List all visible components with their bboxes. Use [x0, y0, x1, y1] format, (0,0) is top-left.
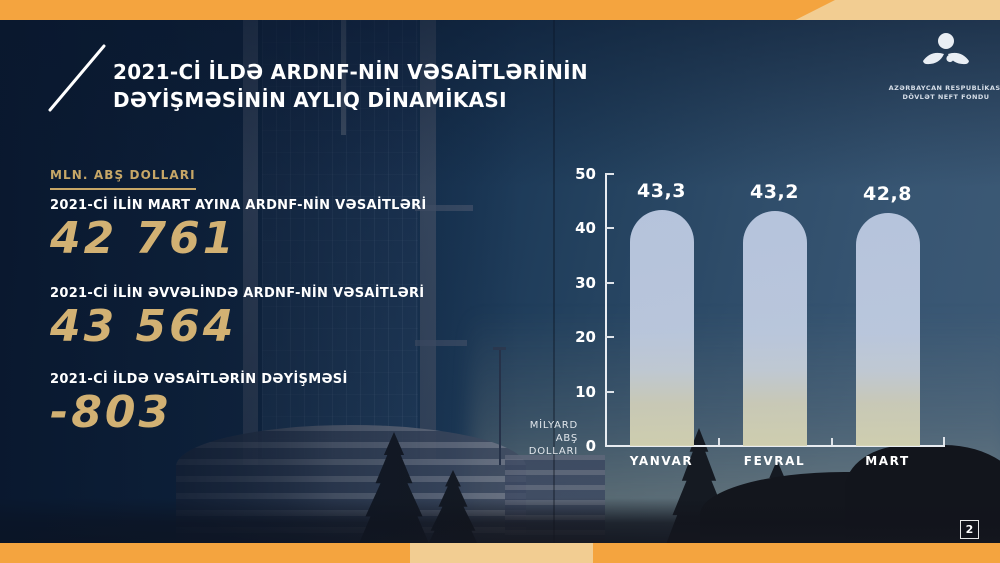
- bar-value-label: 43,3: [637, 180, 686, 203]
- x-axis-tick: [718, 438, 720, 445]
- y-axis-tick: [605, 281, 614, 284]
- bottom-accent-bar-light: [410, 543, 593, 563]
- y-axis-tick: [605, 173, 614, 175]
- logo-text-line1: AZƏRBAYCAN RESPUBLİKASI: [888, 84, 1000, 92]
- bar-chart: 0 10 20 30 40 50 43,3 YANVAR 43,2 FEVRAL 42,8 MART M…: [529, 160, 980, 490]
- sofaz-logo: AZƏRBAYCAN RESPUBLİKASI DÖVLƏT NEFT FOND…: [880, 32, 1000, 102]
- sofaz-logo-icon: [923, 33, 969, 65]
- y-axis-tick: [605, 390, 614, 393]
- y-axis-tick-label: 50: [575, 165, 596, 183]
- y-axis-tick: [605, 227, 614, 230]
- y-axis-tick-label: 20: [575, 328, 596, 347]
- stat-value: -803: [50, 387, 173, 438]
- bar-fevral: [742, 210, 807, 446]
- y-axis-unit-label: MİLYARD ABŞ DOLLARI: [528, 420, 578, 457]
- stat-year-start-funds: 2021-Cİ İLİN ƏVVƏLİNDƏ ARDNF-NİN VƏSAİTL…: [50, 286, 424, 350]
- y-axis-tick-label: 40: [575, 219, 596, 238]
- top-overlay: [0, 20, 1000, 543]
- top-accent-bar: [0, 0, 1000, 20]
- title-slash-decoration: [48, 44, 106, 112]
- title-line-1: 2021-Cİ İLDƏ ARDNF-NİN VƏSAİTLƏRİNİN: [113, 60, 588, 84]
- page-title: 2021-Cİ İLDƏ ARDNF-NİN VƏSAİTLƏRİNİN DƏY…: [113, 58, 588, 114]
- x-axis-category-label: FEVRAL: [743, 454, 806, 468]
- logo-text-line2: DÖVLƏT NEFT FONDU: [902, 93, 990, 101]
- stat-label: 2021-Cİ İLİN ƏVVƏLİNDƏ ARDNF-NİN VƏSAİTL…: [50, 286, 425, 301]
- stats-panel: MLN. ABŞ DOLLARI 2021-Cİ İLİN MART AYINA…: [50, 164, 426, 436]
- y-axis-tick-label: 10: [575, 382, 596, 401]
- x-axis-category-label: YANVAR: [629, 454, 694, 468]
- top-accent-bar-light: [795, 0, 1000, 20]
- bar-mart: [855, 213, 920, 446]
- stat-march-funds: 2021-Cİ İLİN MART AYINA ARDNF-NİN VƏSAİT…: [50, 198, 427, 262]
- title-line-2: DƏYİŞMƏSİNİN AYLIQ DİNAMİKASI: [113, 88, 507, 112]
- y-axis-line: [605, 174, 607, 446]
- y-axis-tick-label: 0: [585, 437, 596, 455]
- bar-value-label: 42,8: [863, 183, 912, 206]
- x-axis-end-tick: [943, 437, 945, 445]
- y-axis-tick: [605, 336, 614, 339]
- bar-yanvar: [629, 210, 694, 446]
- x-axis-line: [605, 445, 945, 447]
- stat-value: 43 564: [50, 301, 237, 352]
- page-number: 2: [960, 520, 979, 539]
- x-axis-tick: [831, 438, 833, 445]
- stat-value: 42 761: [50, 213, 237, 264]
- y-axis-tick-label: 30: [575, 273, 596, 292]
- stat-change-in-funds: 2021-Cİ İLDƏ VƏSAİTLƏRİN DƏYİŞMƏSİ -803: [50, 372, 348, 436]
- x-axis-category-label: MART: [865, 454, 910, 468]
- stat-label: 2021-Cİ İLİN MART AYINA ARDNF-NİN VƏSAİT…: [50, 198, 427, 213]
- unit-label: MLN. ABŞ DOLLARI: [50, 168, 196, 190]
- bar-value-label: 43,2: [750, 180, 799, 203]
- stat-label: 2021-Cİ İLDƏ VƏSAİTLƏRİN DƏYİŞMƏSİ: [50, 372, 348, 387]
